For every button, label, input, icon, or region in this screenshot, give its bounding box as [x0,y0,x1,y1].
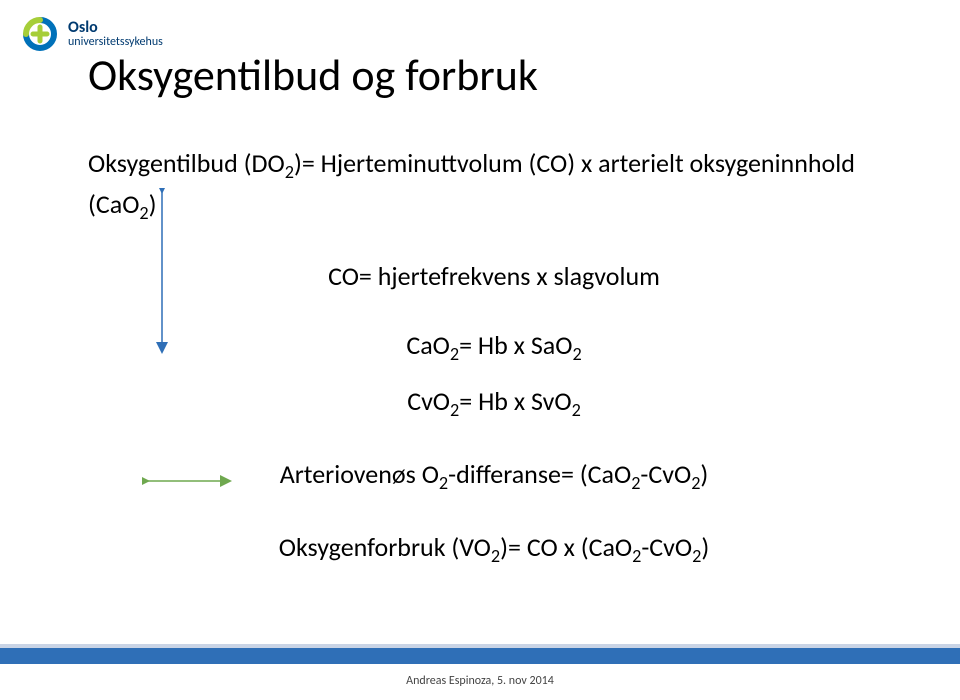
content: Oksygentilbud (DO2)= Hjerteminuttvolum (… [88,145,900,569]
logo-icon [20,14,60,54]
line-vo2: Oksygenforbruk (VO2)= CO x (CaO2-CvO2) [88,529,900,570]
logo-line2: universitetssykehus [68,36,163,48]
logo-text: Oslo universitetssykehus [68,20,163,48]
line-co: CO= hjertefrekvens x slagvolum [88,258,900,294]
arrow-green-icon [142,472,232,490]
line-cao2: CaO2= Hb x SaO2 [88,327,900,368]
footer-text: Andreas Espinoza, 5. nov 2014 [0,674,960,688]
slide-title: Oksygentilbud og forbruk [88,48,538,102]
line-do2: Oksygentilbud (DO2)= Hjerteminuttvolum (… [88,145,900,226]
line-cvo2: CvO2= Hb x SvO2 [88,383,900,424]
slide: Oslo universitetssykehus Oksygentilbud o… [0,0,960,700]
logo-line1: Oslo [68,20,163,36]
footer-bar [0,648,960,664]
arrow-blue-icon [152,188,172,358]
